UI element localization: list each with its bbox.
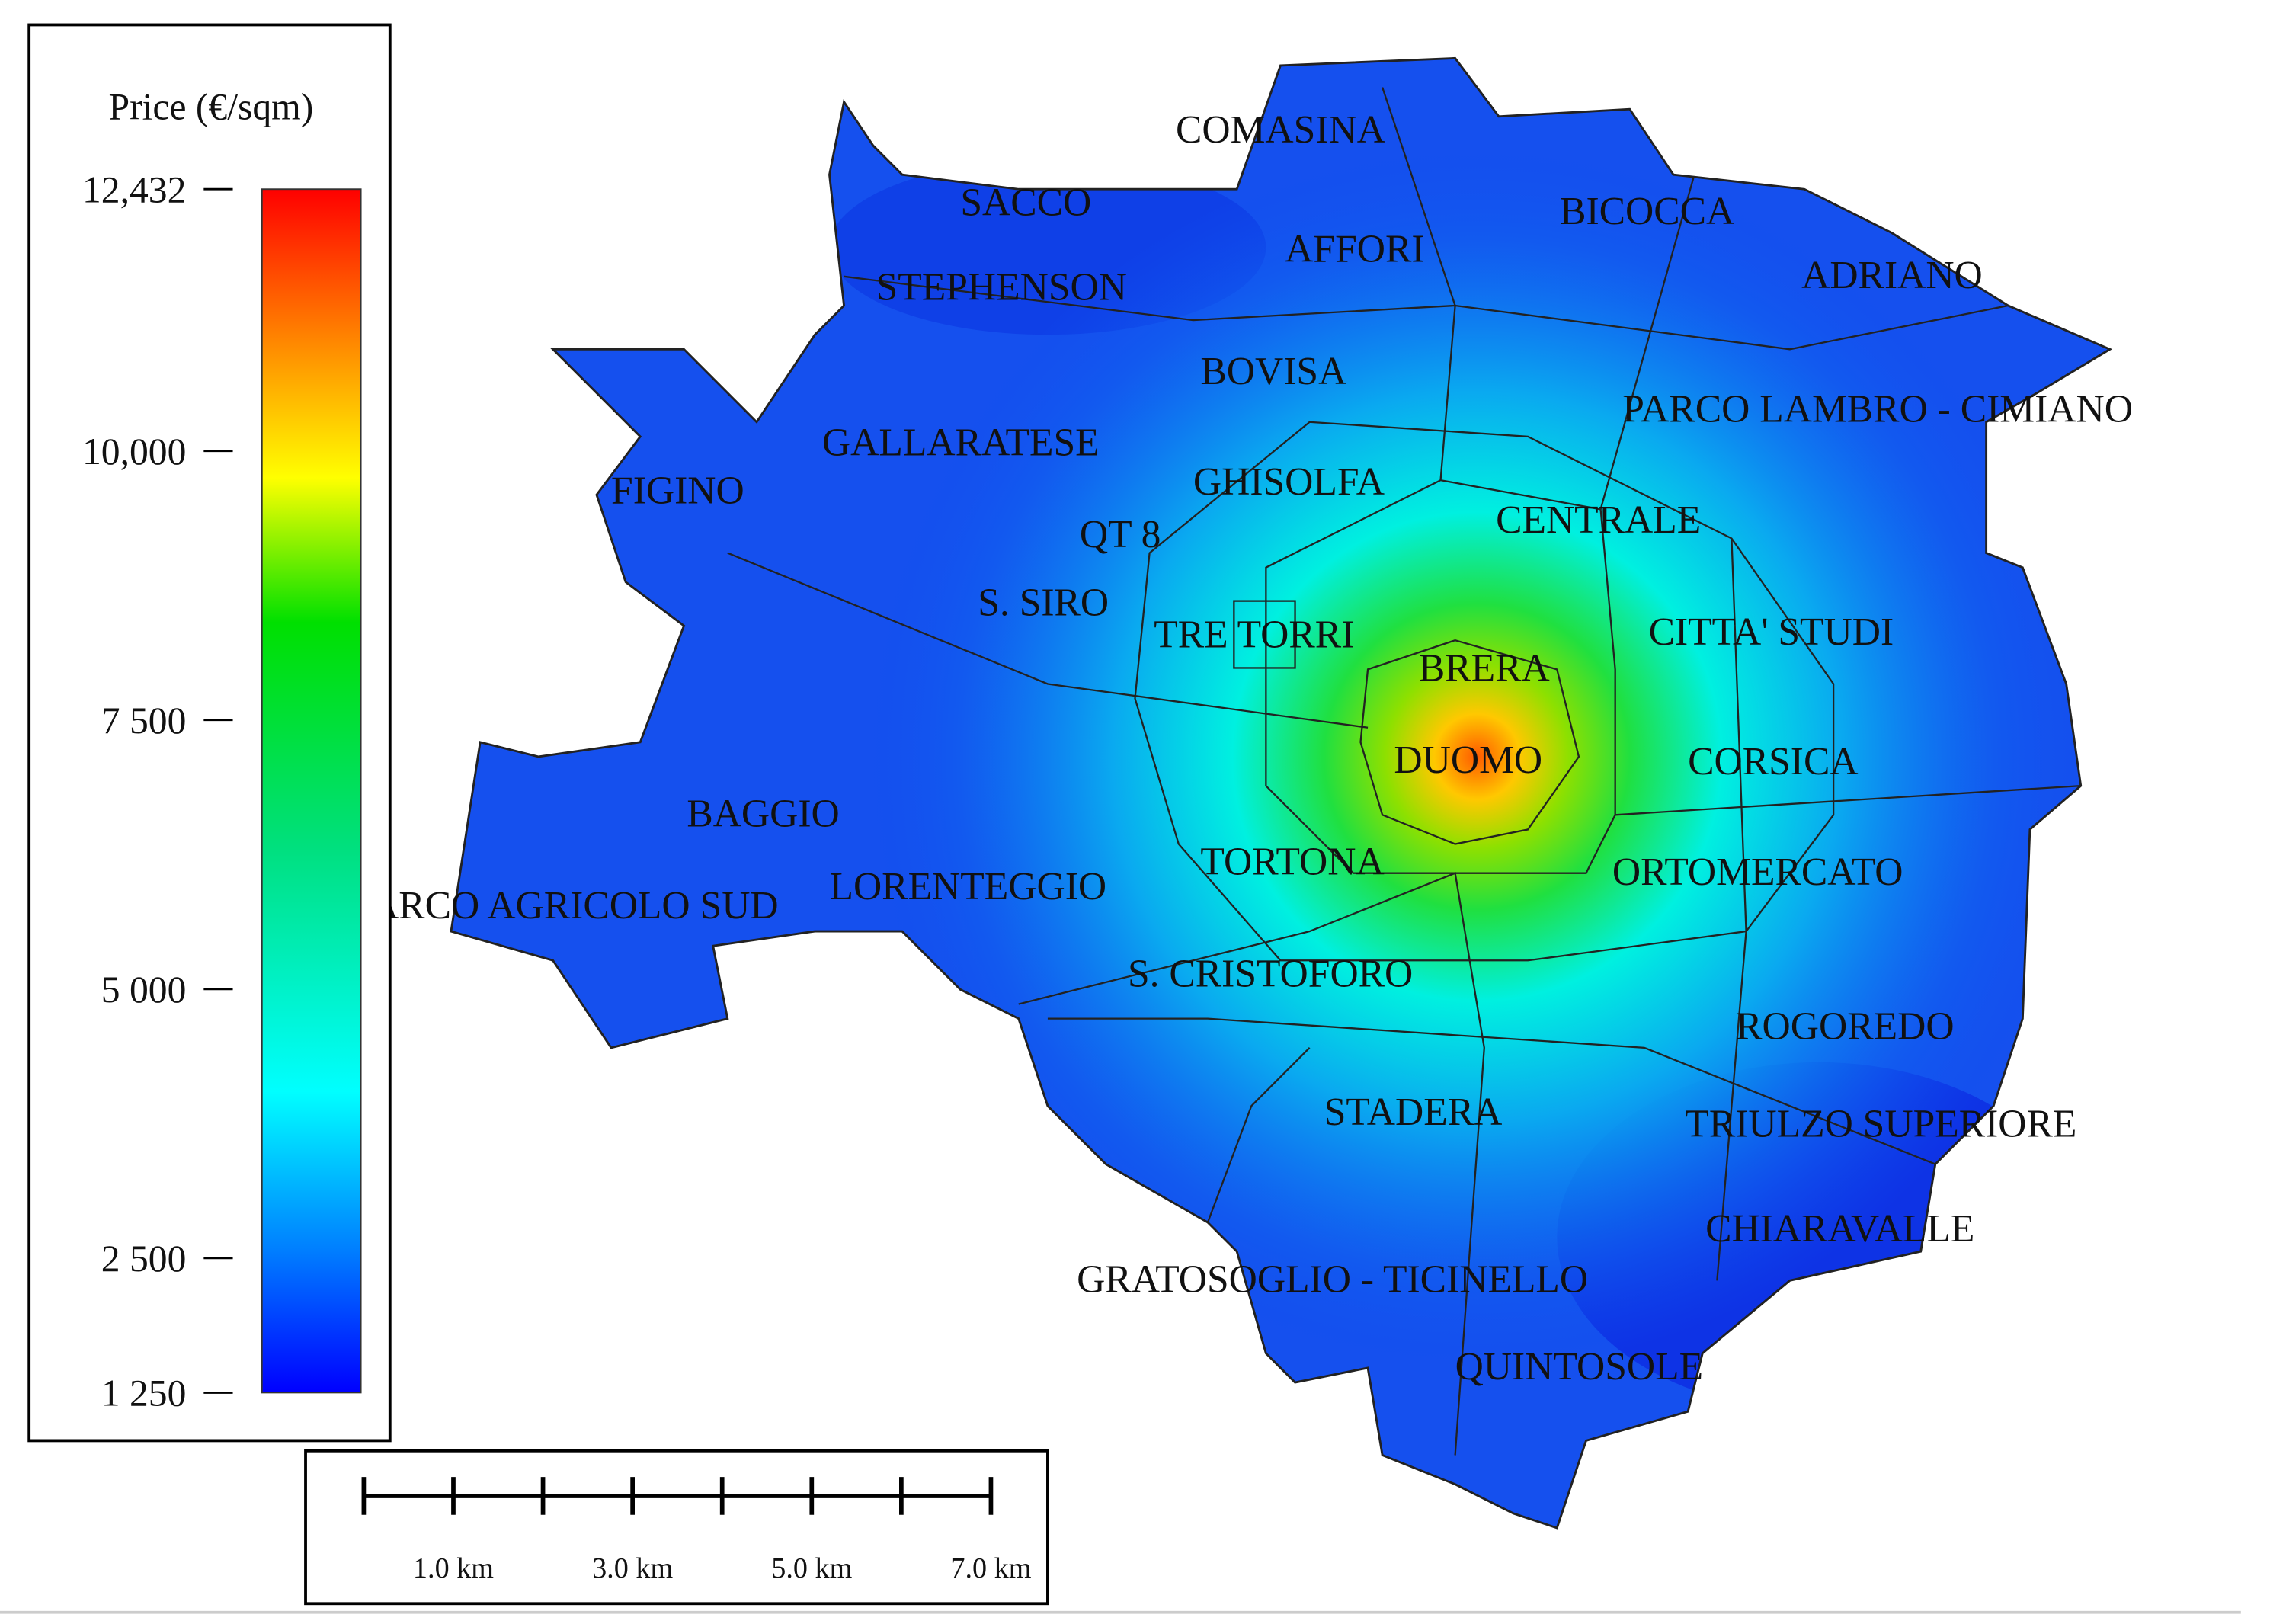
legend-tick-label: 12,432: [82, 168, 186, 210]
district-label: STADERA: [1324, 1091, 1503, 1134]
district-label: PARCO AGRICOLO SUD: [352, 884, 779, 927]
district-label: BAGGIO: [687, 793, 839, 836]
district-label: QT 8: [1080, 513, 1161, 556]
district-label: GALLARATESE: [822, 421, 1100, 465]
scale-label: 7.0 km: [950, 1552, 1031, 1584]
district-label: CENTRALE: [1496, 498, 1701, 542]
district-label: SACCO: [960, 181, 1091, 225]
district-label: STEPHENSON: [876, 265, 1127, 309]
district-label: BOVISA: [1200, 350, 1346, 393]
legend-title: Price (€/sqm): [109, 86, 314, 128]
district-label: TORTONA: [1200, 841, 1384, 884]
district-label: S. SIRO: [978, 581, 1109, 625]
scale-label: 3.0 km: [592, 1552, 673, 1584]
district-label: GHISOLFA: [1193, 460, 1385, 504]
district-label: CORSICA: [1688, 740, 1858, 783]
district-label: PARCO LAMBRO - CIMIANO: [1622, 388, 2133, 431]
district-label: AFFORI: [1285, 228, 1424, 271]
district-label: TRE TORRI: [1154, 613, 1354, 657]
scale-bar-box: [304, 1449, 1049, 1606]
district-label: LORENTEGGIO: [829, 865, 1106, 908]
legend-tick-label: 5 000: [101, 969, 187, 1011]
district-label: ROGOREDO: [1736, 1004, 1954, 1048]
district-label: BRERA: [1419, 647, 1550, 690]
district-boundaries: [727, 87, 2081, 1456]
scale-label: 1.0 km: [413, 1552, 494, 1584]
legend-tick-label: 2 500: [101, 1238, 187, 1280]
scale-label: 5.0 km: [771, 1552, 852, 1584]
legend-tick-label: 10,000: [82, 431, 186, 472]
district-labels: COMASINA SACCO BICOCCA AFFORI ADRIANO STEPHEN…: [352, 108, 2133, 1389]
district-label: DUOMO: [1394, 738, 1542, 782]
legend-ticks: 12,432 10,000 7 500 5 000 2 500 1 250: [82, 168, 233, 1414]
district-label: BICOCCA: [1560, 190, 1734, 233]
district-label: ORTOMERCATO: [1612, 850, 1903, 894]
district-label: QUINTOSOLE: [1455, 1345, 1704, 1389]
district-label: COMASINA: [1176, 108, 1385, 152]
district-label: CHIARAVALLE: [1705, 1207, 1974, 1251]
legend-tick-label: 7 500: [101, 700, 187, 742]
district-label: S. CRISTOFORO: [1128, 953, 1413, 996]
district-label: CITTA' STUDI: [1649, 610, 1894, 654]
district-label: ADRIANO: [1801, 254, 1983, 297]
district-label: TRIULZO SUPERIORE: [1685, 1102, 2076, 1145]
district-label: GRATOSOGLIO - TICINELLO: [1077, 1258, 1588, 1302]
legend-tick-label: 1 250: [101, 1373, 187, 1414]
scale-bar: 1.0 km 3.0 km 5.0 km 7.0 km: [361, 1477, 1032, 1584]
district-label: FIGINO: [611, 469, 744, 513]
colorbar: [261, 188, 362, 1394]
